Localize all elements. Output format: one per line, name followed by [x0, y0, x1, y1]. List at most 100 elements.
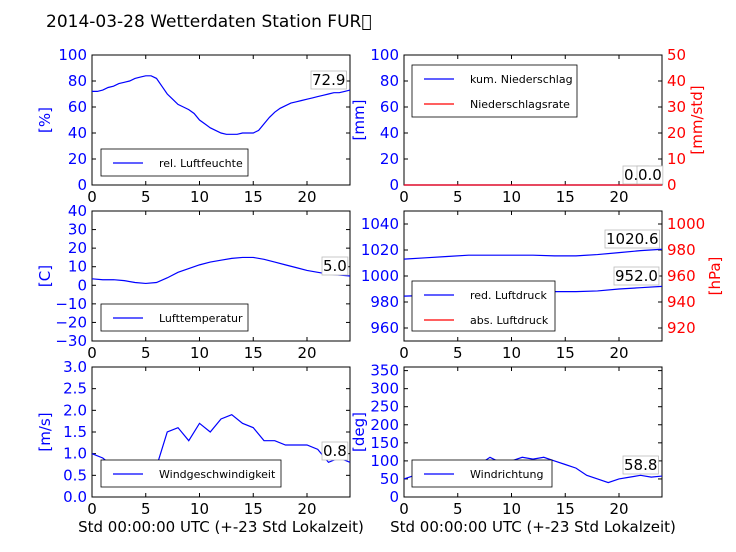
y2-tick-label: 0	[667, 176, 677, 194]
x-tick-label: 5	[141, 500, 151, 518]
legend: Windgeschwindigkeit	[100, 459, 282, 488]
x-tick-label: 5	[141, 188, 151, 206]
x-tick-label: 0	[399, 500, 409, 518]
y-tick-label: 0	[77, 176, 87, 194]
last-value-label-2: 0.0	[638, 166, 662, 184]
y-tick-label: 100	[370, 46, 399, 64]
x-axis-label: Std 00:00:00 UTC (+-23 Std Lokalzeit)	[390, 518, 676, 536]
legend: Windrichtung	[411, 459, 553, 488]
y-tick-label: 250	[370, 398, 399, 416]
y-axis-label: [deg]	[350, 412, 368, 452]
y2-tick-label: 10	[667, 150, 686, 168]
y-tick-label: 2.5	[63, 380, 87, 398]
y-tick-label: 1.5	[63, 423, 87, 441]
legend-label: Windrichtung	[470, 468, 543, 481]
last-value-label: 0.8	[323, 442, 347, 460]
x-tick-label: 10	[502, 500, 521, 518]
legend: Lufttemperatur	[100, 303, 249, 332]
last-value-box	[321, 441, 349, 461]
last-value-label: 1020.6	[606, 230, 659, 248]
y-tick-label: 2.0	[63, 401, 87, 419]
series-line-0	[91, 256, 351, 285]
y-tick-label: 80	[68, 72, 87, 90]
x-tick-label: 15	[556, 500, 575, 518]
y-tick-label: −20	[55, 313, 87, 331]
y2-tick-label: 920	[667, 319, 696, 337]
x-tick-label: 20	[297, 188, 316, 206]
y-tick-label: 40	[380, 124, 399, 142]
y-tick-label: 150	[370, 434, 399, 452]
y-tick-label: −10	[55, 295, 87, 313]
y2-tick-label: 940	[667, 293, 696, 311]
y-tick-label: 60	[68, 98, 87, 116]
legend-box	[411, 280, 556, 332]
last-value-box	[310, 70, 347, 90]
x-tick-label: 20	[297, 500, 316, 518]
x-tick-label: 15	[244, 500, 263, 518]
last-value-box	[604, 229, 660, 249]
y-tick-label: 980	[370, 293, 399, 311]
y-tick-label: 1000	[361, 267, 399, 285]
x-tick-label: 5	[453, 500, 463, 518]
x-tick-label: 5	[453, 344, 463, 362]
plot-frame	[91, 54, 351, 186]
x-tick-label: 5	[141, 344, 151, 362]
legend-label: abs. Luftdruck	[470, 314, 549, 327]
y-tick-label: 200	[370, 416, 399, 434]
x-tick-label: 15	[556, 188, 575, 206]
y2-axis-label: [hPa]	[706, 257, 724, 296]
x-tick-label: 10	[190, 500, 209, 518]
legend-label: Windgeschwindigkeit	[159, 468, 276, 481]
last-value-label: 58.8	[624, 456, 657, 474]
y-tick-label: 0.0	[63, 488, 87, 506]
y-tick-label: 20	[380, 150, 399, 168]
x-tick-label: 10	[190, 188, 209, 206]
last-value-box	[613, 266, 660, 286]
x-tick-label: 0	[87, 500, 97, 518]
y-tick-label: 80	[380, 72, 399, 90]
chart-panel-temperature: 0 5 10 15 20−30−20−10010203040[C]Lufttempera…	[36, 202, 351, 362]
y2-tick-label: 960	[667, 267, 696, 285]
y-tick-label: 0	[389, 488, 399, 506]
y-tick-label: 3.0	[63, 358, 87, 376]
y-tick-label: 60	[380, 98, 399, 116]
x-tick-label: 20	[609, 188, 628, 206]
legend-label: rel. Luftfeuchte	[159, 157, 243, 170]
x-tick-label: 0	[399, 344, 409, 362]
last-value-label: 72.9	[312, 71, 345, 89]
y-tick-label: 40	[68, 124, 87, 142]
y-tick-label: 0	[77, 276, 87, 294]
legend: red. Luftdruck abs. Luftdruck	[411, 280, 556, 332]
x-tick-label: 5	[453, 188, 463, 206]
y-tick-label: 1.0	[63, 445, 87, 463]
y2-tick-label: 980	[667, 241, 696, 259]
y-axis-label: [mm]	[350, 100, 368, 141]
y-tick-label: 960	[370, 319, 399, 337]
y-tick-label: 30	[68, 221, 87, 239]
y-tick-label: −30	[55, 332, 87, 350]
chart-panel-pressure: 0 5 10 15 20 960 980 1000 1020 1040 920 940 960 980 10…	[361, 210, 724, 362]
legend: rel. Luftfeuchte	[100, 148, 249, 177]
y2-tick-label: 50	[667, 46, 686, 64]
legend-label: Lufttemperatur	[159, 312, 243, 325]
last-value-box	[636, 165, 664, 185]
y2-tick-label: 20	[667, 124, 686, 142]
y-axis-label: [C]	[36, 265, 54, 287]
y-tick-label: 20	[68, 239, 87, 257]
x-tick-label: 0	[399, 188, 409, 206]
x-tick-label: 20	[609, 344, 628, 362]
y-tick-label: 20	[68, 150, 87, 168]
legend-label: Niederschlagsrate	[470, 98, 570, 111]
x-tick-label: 20	[297, 344, 316, 362]
x-tick-label: 15	[244, 188, 263, 206]
chart-panel-wind: 0 5 10 15 20 0.0 0.5 1.0 1.5 2.0 2.5 3.0 [m/s] Std 00…	[36, 358, 364, 536]
y-tick-label: 300	[370, 380, 399, 398]
y-tick-label: 350	[370, 362, 399, 380]
y2-tick-label: 1000	[667, 215, 705, 233]
x-tick-label: 10	[502, 344, 521, 362]
chart-panel-humidity: 0 5 10 15 20 0 20 40 60 80 100 [%] rel. Luftfeuchte 7…	[36, 46, 351, 206]
y-tick-label: 100	[370, 452, 399, 470]
y-tick-label: 100	[58, 46, 87, 64]
